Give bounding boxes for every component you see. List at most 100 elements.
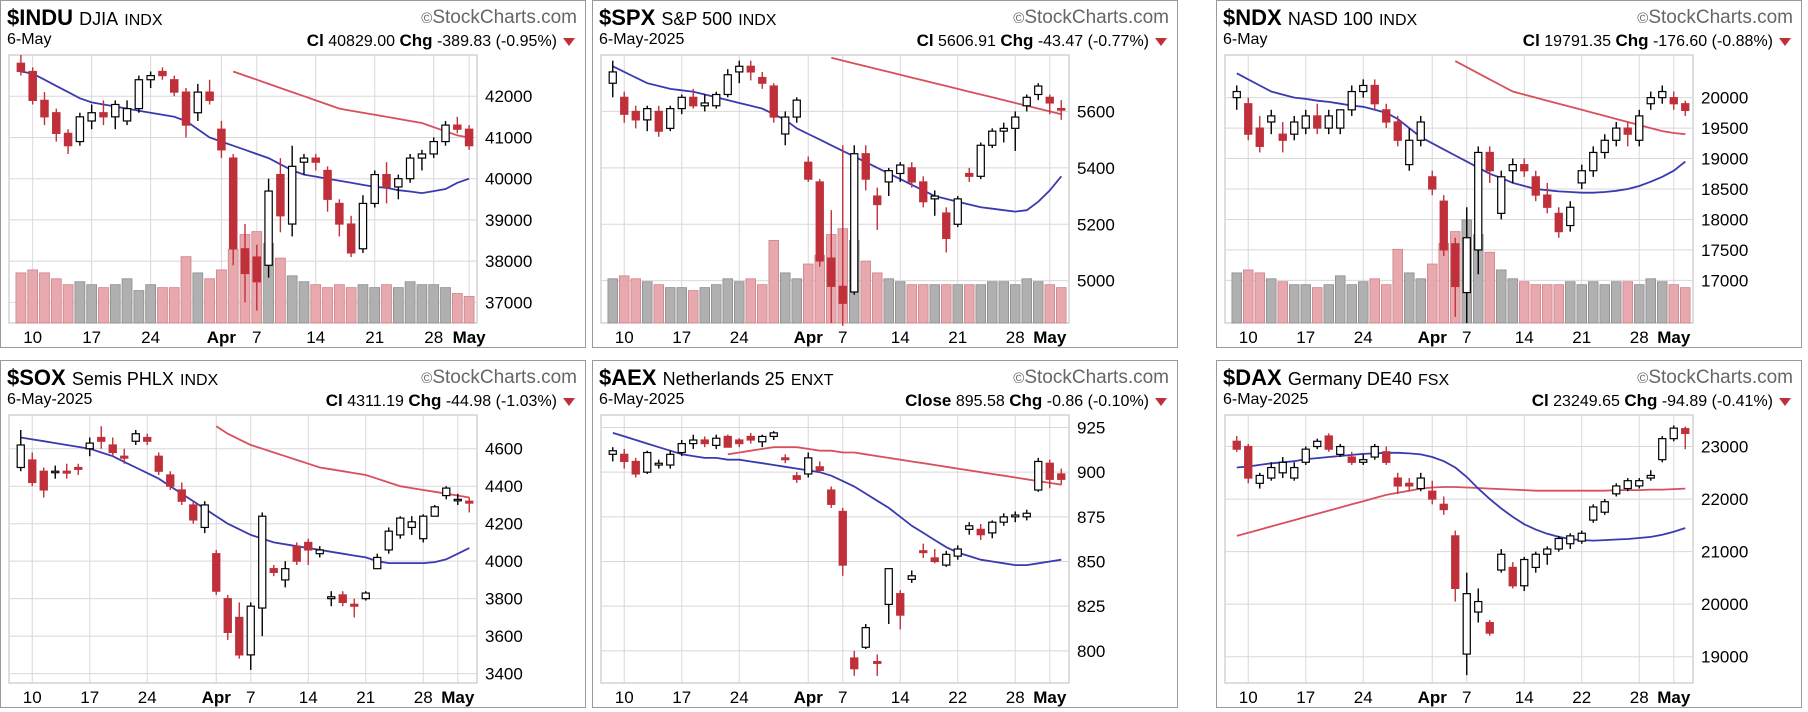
x-tick-label: 10 [23,328,42,347]
candle-body [1520,164,1529,172]
x-tick-label: 17 [1296,328,1315,347]
candle-body [677,442,686,454]
candle-body [1313,115,1322,129]
y-tick-label: 20000 [1701,595,1748,614]
source-label: StockCharts.com [1024,7,1169,28]
candle-body [976,528,985,536]
candle-body [1370,445,1379,458]
candle-body [1347,456,1356,463]
candle-body [146,75,155,81]
candle-body [919,181,928,203]
volume-bar [428,284,440,324]
chart-svg: 17000 17500 18000 18500 19000 19500 20000 10 17 2… [1224,54,1748,347]
x-tick-label: Apr [1418,328,1448,347]
close-value: 895.58 [955,393,1005,410]
candle-body [643,107,652,121]
candle-body [666,453,675,466]
candle-body [1278,133,1287,141]
volume-bar [895,281,906,324]
volume-bar [1519,281,1530,324]
volume-bar [619,275,630,324]
candle-body [74,466,83,470]
candle-body [792,99,801,118]
candle-body [1623,127,1632,135]
close-label: Cl [1522,31,1540,50]
dropdown-triangle-icon[interactable] [1155,37,1167,46]
chart-panel: $NDX NASD 100 INDX ©StockCharts.com 6-May C… [1216,0,1802,348]
dropdown-triangle-icon[interactable] [1779,397,1791,406]
candle-body [1382,451,1391,463]
x-tick-label: 17 [82,328,101,347]
candle-body [200,504,209,529]
candle-body [1681,428,1690,434]
dropdown-triangle-icon[interactable] [563,37,575,46]
candle-body [442,487,451,497]
candle-body [907,575,916,580]
candle-body [988,521,997,534]
candle-body [769,85,778,118]
candle-body [417,153,427,159]
x-tick-label: 28 [1630,328,1649,347]
candle-body [735,439,744,445]
candle-body [315,549,324,555]
chart-date: 6-May-2025 [599,31,685,48]
dropdown-triangle-icon[interactable] [1779,37,1791,46]
y-tick-label: 3600 [485,627,523,646]
candle-body [1244,103,1253,135]
dropdown-triangle-icon[interactable] [563,397,575,406]
x-tick-label: 7 [1462,688,1471,707]
volume-bar [803,263,814,324]
candle-body [419,515,428,540]
ma-long-line [727,446,1062,486]
candle-body [1577,170,1586,184]
candle-body [1045,96,1054,104]
y-tick-label: 4600 [485,440,523,459]
candle-body [1359,459,1368,463]
candle-body [217,128,226,151]
volume-bar [768,240,779,324]
candle-body [1336,445,1345,456]
chart-svg: 19000 20000 21000 22000 23000 10 17 24 Apr 7 14 22 2… [1224,414,1748,707]
copyright-icon: © [421,370,433,387]
candle-body [608,71,617,84]
x-tick-label: 10 [615,688,634,707]
volume-bar [688,290,699,324]
candle-body [1045,462,1054,480]
candle-body [110,103,120,118]
y-tick-label: 18500 [1701,180,1748,199]
volume-bar [168,287,180,324]
volume-bar [642,281,653,324]
x-tick-label: 24 [1354,328,1373,347]
dropdown-triangle-icon[interactable] [1155,397,1167,406]
volume-bar [180,256,192,324]
candle-body [1497,176,1506,214]
candle-body [769,432,778,438]
ma-long-line [1454,60,1686,136]
volume-bar [86,284,98,324]
y-tick-label: 40000 [485,170,532,189]
volume-bar [1323,284,1334,324]
candle-body [361,592,370,600]
copyright-icon: © [1013,370,1025,387]
volume-bar [334,284,345,324]
x-tick-label: 22 [948,688,967,707]
volume-bar [964,284,975,324]
candle-body [75,116,85,143]
candle-body [758,76,767,84]
candle-body [373,556,382,570]
ma-short-line [20,436,470,564]
x-tick-label: 17 [1296,688,1315,707]
y-tick-label: 800 [1077,642,1105,661]
volume-bar [1044,284,1055,324]
symbol: $SPX [599,5,656,30]
y-tick-label: 825 [1077,597,1105,616]
candle-body [746,65,755,73]
x-tick-label: 24 [730,688,749,707]
volume-bar [39,272,50,324]
volume-bar [50,278,62,324]
candle-body [999,516,1008,523]
candle-body [838,510,847,566]
ma-short-line [1236,451,1686,542]
chart-date: 6-May-2025 [1223,391,1309,408]
candle-body [896,593,905,616]
